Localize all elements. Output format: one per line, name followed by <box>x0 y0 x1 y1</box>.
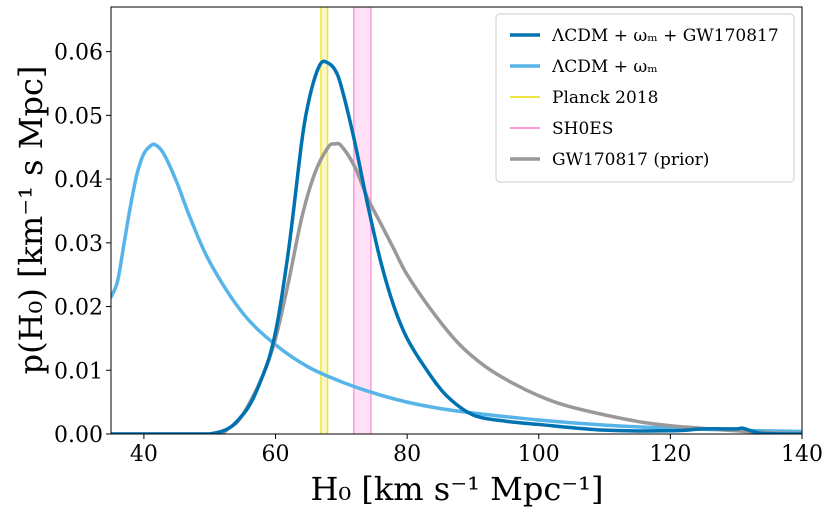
x-tick-label: 120 <box>649 442 691 467</box>
reference-bands <box>320 7 372 434</box>
legend-label: ΛCDM + ωₘ + GW170817 <box>551 26 779 46</box>
y-tick-label: 0.00 <box>54 423 103 448</box>
x-axis-ticks: 40 60 80 100 120 140 <box>130 434 823 467</box>
x-tick-label: 140 <box>781 442 823 467</box>
x-tick-label: 40 <box>130 442 158 467</box>
y-axis-ticks: 0.00 0.01 0.02 0.03 0.04 0.05 0.06 <box>54 41 111 448</box>
series-line-cdm <box>111 142 802 434</box>
y-tick-label: 0.02 <box>54 296 103 321</box>
series-lines <box>111 59 802 434</box>
y-tick-label: 0.06 <box>54 41 103 66</box>
x-tick-label: 80 <box>393 442 421 467</box>
y-tick-label: 0.03 <box>54 232 103 257</box>
legend-label: SH0ES <box>552 119 613 139</box>
series-line-cdm-gw170817 <box>111 59 802 434</box>
y-tick-label: 0.04 <box>54 168 103 193</box>
legend-label: ΛCDM + ωₘ <box>551 57 658 77</box>
legend-frame <box>495 13 795 183</box>
x-tick-label: 100 <box>518 442 560 467</box>
y-tick-label: 0.05 <box>54 104 103 129</box>
plot-frame <box>110 6 803 435</box>
y-tick-label: 0.01 <box>54 359 103 384</box>
x-axis-label: H₀ [km s⁻¹ Mpc⁻¹] <box>311 470 604 508</box>
band-planck-2018 <box>320 7 328 434</box>
band-sh0es <box>353 7 371 434</box>
y-axis-label: p(H₀) [km⁻¹ s Mpc] <box>12 66 50 375</box>
legend-label: GW170817 (prior) <box>552 150 709 170</box>
legend: ΛCDM + ωₘ + GW170817 ΛCDM + ωₘ Planck 2018… <box>495 13 795 183</box>
series-line-gw170817-prior <box>111 141 802 434</box>
legend-label: Planck 2018 <box>552 88 658 108</box>
x-tick-label: 60 <box>262 442 290 467</box>
